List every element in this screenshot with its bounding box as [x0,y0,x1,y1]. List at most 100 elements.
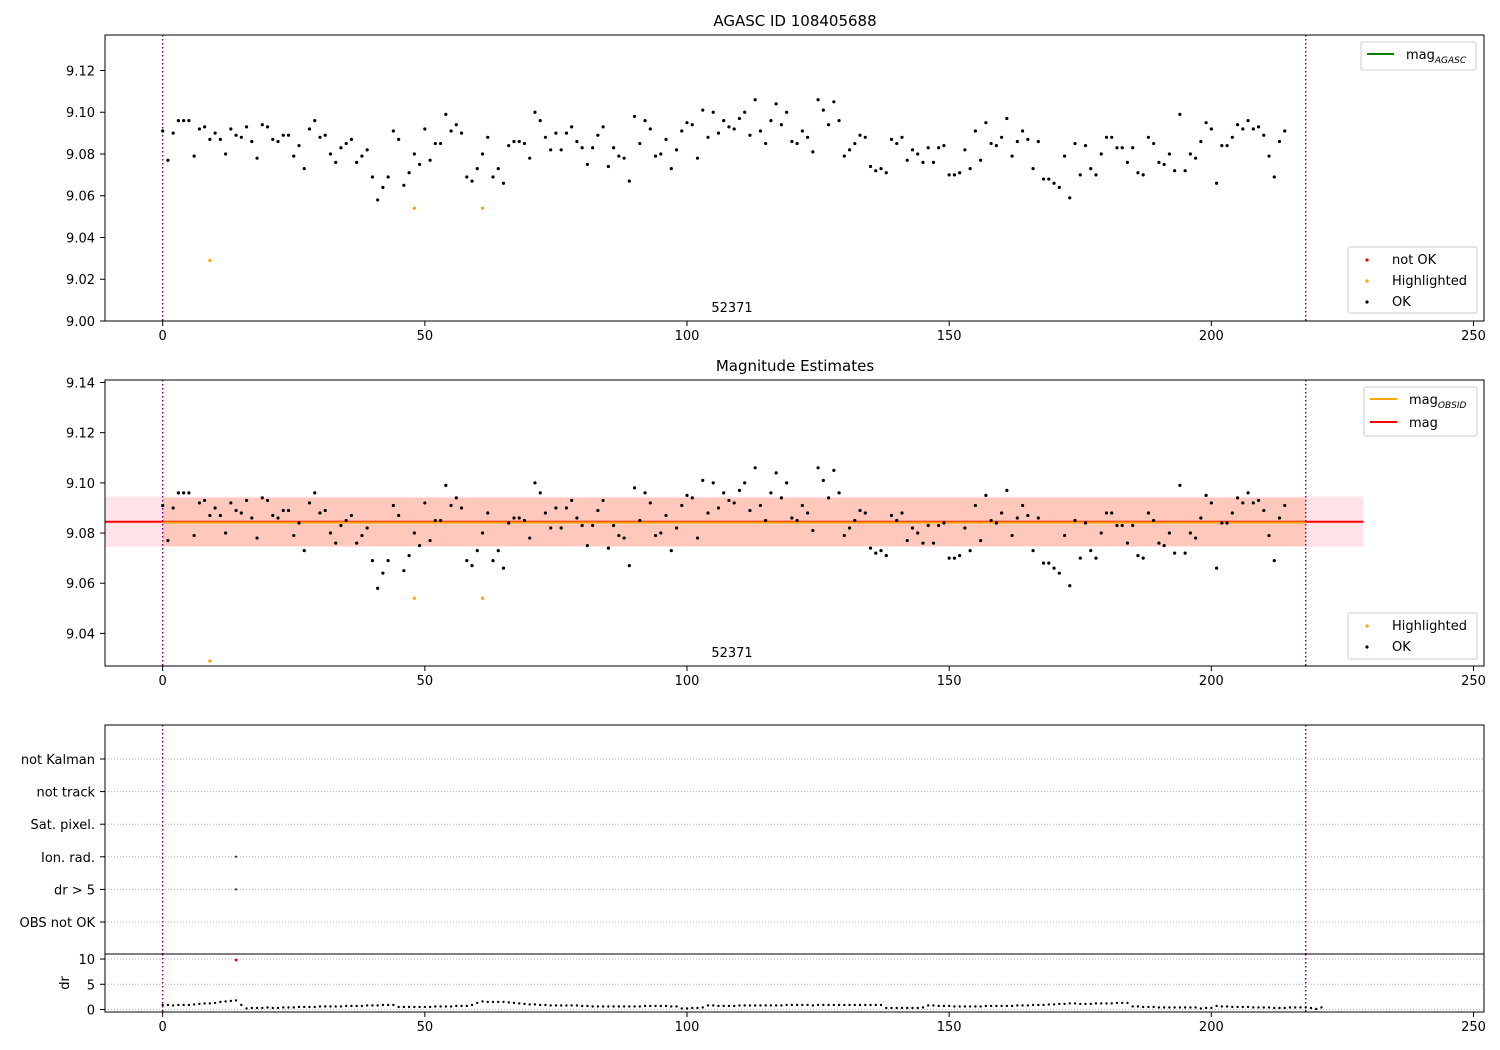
ok-point [1209,501,1213,505]
ok-point [612,146,616,150]
ok-point [695,536,700,540]
ok-point [344,141,348,146]
dr-point [811,1004,815,1007]
ok-point [570,125,574,129]
ok-point [444,483,448,487]
dr-point [355,1004,358,1008]
panel-agasc: AGASC ID 108405688 0 50 100 150 200 250 9.00 9.… [66,12,1486,344]
dr-point [790,1003,794,1007]
ok-point [622,536,626,540]
ok-point [1267,154,1271,158]
panel-flags: not Kalman not track Sat. pixel. Ion. rad. d… [20,724,1485,955]
dr-point [470,1003,474,1007]
legend-highlighted: Highlighted [1392,619,1467,634]
ok-point [764,518,768,523]
x-tick-label: 0 [159,1020,167,1035]
ok-point [1078,173,1082,177]
dr-point [1252,1006,1255,1009]
ok-point [785,110,789,114]
ok-point [1188,152,1192,156]
dr-point [963,1005,967,1008]
ok-point [1073,518,1077,523]
dr-point [376,1004,379,1007]
ok-point [522,518,527,523]
ok-point [438,141,443,146]
y-tick-label: 9.10 [66,106,95,121]
ok-point [491,559,495,563]
dr-point [507,1001,510,1004]
ok-point [722,118,726,123]
ok-point [1041,561,1046,565]
dr-point [712,1004,715,1007]
dr-point [837,1003,841,1007]
ok-point [1262,133,1266,137]
dr-point [1016,1004,1019,1007]
dr-point [339,1005,343,1008]
ok-point [984,493,988,498]
dr-point [1299,1006,1302,1009]
ok-point [1131,146,1135,150]
ok-point [685,121,689,125]
ok-point [459,131,464,135]
ok-point [1120,146,1124,150]
ok-point [811,150,815,154]
ok-point [428,538,432,543]
dr-point [481,1000,484,1003]
y-tick-label: 9.02 [66,273,95,288]
ok-point [1083,144,1088,148]
ok-point [187,491,191,495]
ok-point [727,498,731,503]
ok-point [1026,137,1030,141]
ok-point [926,146,930,150]
ok-point [203,498,207,503]
dr-outlier-point [234,958,238,962]
ok-point [397,513,401,518]
dr-point [848,1003,851,1007]
ok-point [213,506,217,510]
dr-point [523,1002,526,1006]
ok-point [601,498,605,503]
ok-point [1052,566,1056,570]
ok-point [847,148,852,152]
ok-point [549,526,553,530]
ok-point [947,173,951,177]
dr-point [402,1005,406,1009]
dr-point [491,1000,495,1004]
ok-point [1031,548,1035,553]
dr-point [1115,1001,1119,1005]
ok-point [554,506,558,510]
dr-point [617,1005,621,1008]
dr-point [1231,1005,1234,1009]
ok-point [1094,556,1098,560]
ok-point [281,508,285,513]
ok-point [1047,561,1051,565]
ok-point [910,148,915,152]
ok-point [1125,541,1130,545]
ok-point [1125,160,1130,164]
ok-point [522,141,527,146]
dr-point [1225,1005,1229,1008]
ok-point [538,118,542,123]
dr-point [979,1005,982,1008]
legend-ok: OK [1392,295,1411,310]
dr-point [1283,1006,1286,1010]
ok-point [1026,513,1030,518]
ok-point [349,137,354,141]
ok-point [250,139,254,144]
ok-point [418,543,422,548]
ok-point [501,566,506,570]
ok-point [1047,177,1051,181]
ok-point [381,571,385,575]
dr-point [769,1004,773,1007]
ok-point [349,513,354,518]
dr-point [565,1004,568,1007]
ok-point [229,127,233,131]
ok-point [554,131,558,135]
dr-point [1152,1005,1155,1009]
ok-point [1068,196,1072,200]
ok-point [423,127,427,131]
ok-point [994,144,998,148]
dr-point [680,1007,683,1010]
ok-point [360,533,364,538]
